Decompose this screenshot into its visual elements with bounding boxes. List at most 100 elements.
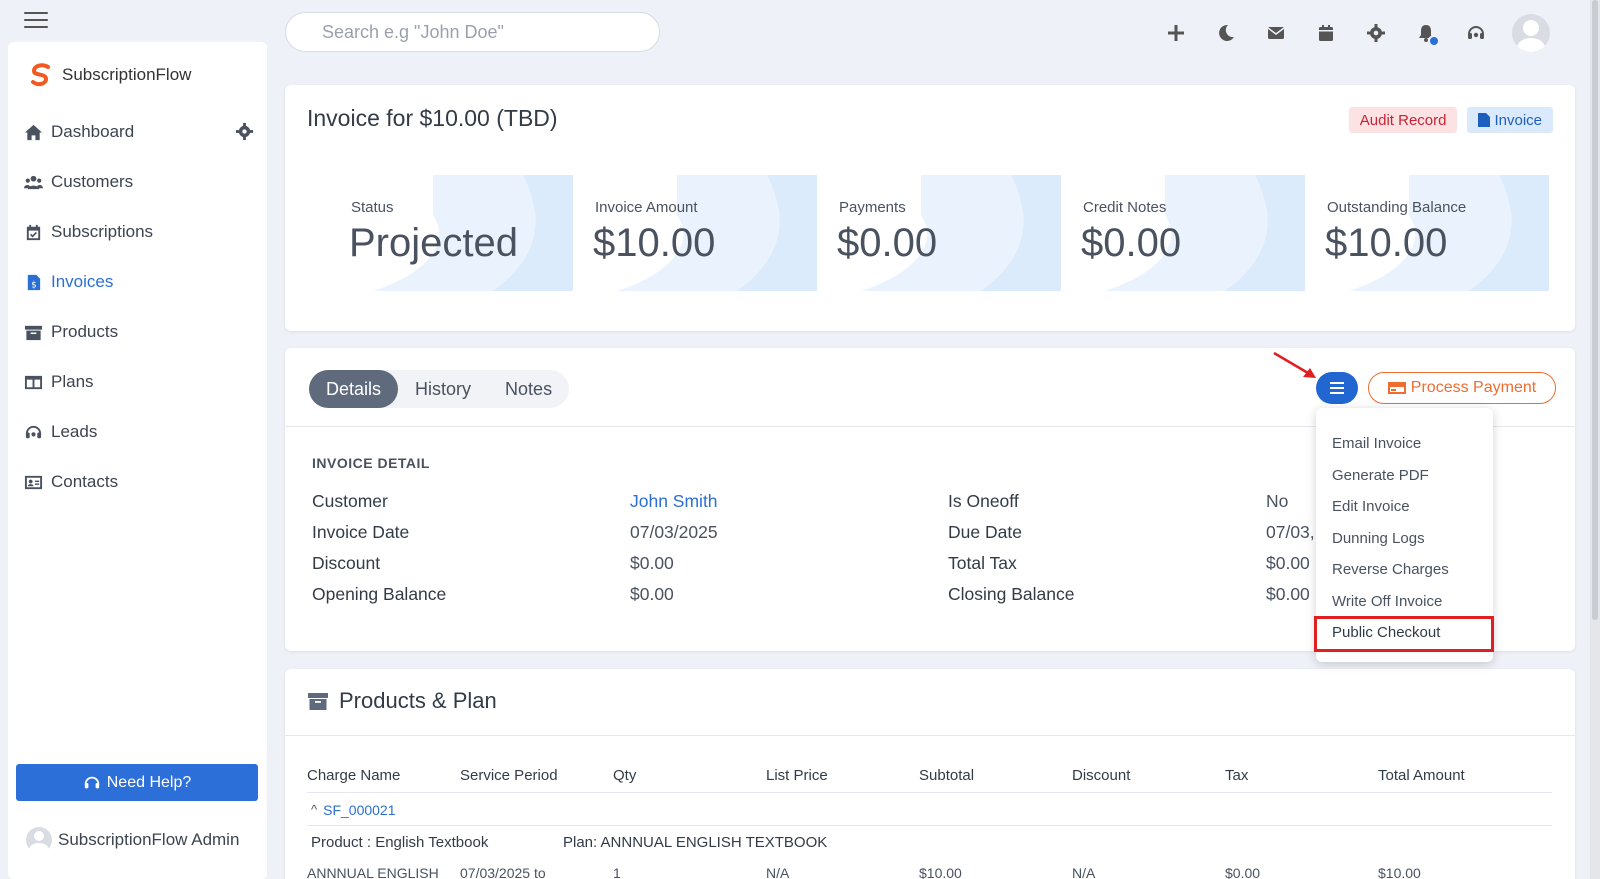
menu-item-generate-pdf[interactable]: Generate PDF	[1332, 466, 1429, 484]
admin-profile[interactable]: SubscriptionFlow Admin	[26, 827, 239, 853]
stat-credit-notes: Credit Notes $0.00	[1061, 175, 1305, 291]
sidebar-item-invoices[interactable]: $ Invoices	[24, 257, 254, 307]
detail-key: Opening Balance	[312, 584, 447, 604]
search-box[interactable]	[285, 12, 660, 52]
stat-label: Status	[351, 199, 394, 216]
need-help-button[interactable]: Need Help?	[16, 764, 258, 801]
detail-key: Closing Balance	[948, 584, 1075, 604]
menu-item-write-off-invoice[interactable]: Write Off Invoice	[1332, 592, 1443, 610]
sidebar-item-label: Subscriptions	[51, 222, 154, 241]
detail-key: Invoice Date	[312, 522, 410, 542]
subscription-row[interactable]: ^ SF_000021	[307, 794, 1552, 826]
envelope-icon[interactable]	[1258, 15, 1294, 51]
admin-name: SubscriptionFlow Admin	[58, 830, 240, 849]
stats-row: Status Projected Invoice Amount $10.00 P…	[329, 175, 1549, 291]
search-input[interactable]	[286, 13, 659, 51]
table-header: Charge Name Service Period Qty List Pric…	[307, 759, 1552, 793]
sidebar-item-plans[interactable]: Plans	[24, 357, 254, 407]
process-payment-button[interactable]: Process Payment	[1368, 372, 1556, 404]
gear-icon[interactable]	[1358, 15, 1394, 51]
detail-row: Invoice Date 07/03/2025 Due Date 07/03,	[312, 517, 1386, 548]
stat-label: Invoice Amount	[595, 199, 698, 216]
stat-status: Status Projected	[329, 175, 573, 291]
stat-label: Credit Notes	[1083, 199, 1167, 216]
file-invoice-icon	[1478, 113, 1491, 127]
detail-tabs: Details History Notes	[309, 370, 570, 408]
admin-avatar	[26, 827, 52, 853]
detail-row: Discount $0.00 Total Tax $0.00	[312, 548, 1386, 579]
column-header: Total Amount	[1378, 767, 1465, 784]
detail-row: Customer John Smith Is Oneoff No	[312, 486, 1386, 517]
detail-key: Due Date	[948, 522, 1022, 542]
stat-value: $0.00	[1081, 221, 1182, 265]
invoice-badge[interactable]: Invoice	[1467, 107, 1553, 133]
table-cell: N/A	[766, 865, 790, 879]
detail-key: Total Tax	[948, 553, 1017, 573]
user-avatar[interactable]	[1512, 14, 1550, 52]
headset-icon	[84, 776, 99, 788]
plus-icon[interactable]	[1158, 15, 1194, 51]
invoice-summary-card: Invoice for $10.00 (TBD) Audit Record In…	[285, 85, 1575, 331]
menu-item-reverse-charges[interactable]: Reverse Charges	[1332, 561, 1449, 579]
sidebar-item-dashboard[interactable]: Dashboard	[24, 107, 254, 157]
hamburger-menu-icon[interactable]	[24, 12, 48, 28]
tab-notes[interactable]: Notes	[505, 378, 553, 399]
table-row: ANNNUAL ENGLISH 07/03/2025 to 1 N/A $10.…	[307, 865, 1552, 879]
brand[interactable]: SubscriptionFlow	[28, 62, 191, 88]
menu-item-dunning-logs[interactable]: Dunning Logs	[1332, 529, 1425, 547]
brand-name: SubscriptionFlow	[62, 65, 192, 84]
menu-item-public-checkout[interactable]: Public Checkout	[1314, 616, 1494, 652]
column-header: Service Period	[460, 767, 558, 784]
headset-icon[interactable]	[1458, 15, 1494, 51]
table-cell: 07/03/2025 to	[460, 865, 546, 879]
top-toolbar	[1144, 14, 1550, 52]
sidebar: SubscriptionFlow Dashboard Customers Sub…	[8, 42, 267, 879]
stat-value: $10.00	[593, 221, 716, 265]
sidebar-item-leads[interactable]: Leads	[24, 407, 254, 457]
detail-value: $0.00	[1266, 584, 1310, 604]
column-header: Subtotal	[919, 767, 975, 784]
invoice-detail-grid: Customer John Smith Is Oneoff No Invoice…	[312, 486, 1386, 610]
dashboard-settings-gear-icon[interactable]	[235, 122, 254, 141]
audit-record-badge[interactable]: Audit Record	[1348, 107, 1458, 133]
users-icon	[24, 175, 43, 189]
table-cell: 1	[613, 865, 621, 879]
calendar-check-icon	[26, 224, 41, 240]
bell-icon[interactable]	[1408, 15, 1444, 51]
actions-menu-button[interactable]	[1316, 372, 1358, 404]
column-header: Charge Name	[307, 767, 401, 784]
svg-text:$: $	[31, 280, 36, 290]
menu-item-edit-invoice[interactable]: Edit Invoice	[1332, 498, 1410, 516]
chevron-up-icon[interactable]: ^	[311, 802, 318, 817]
scrollbar-thumb[interactable]	[1592, 0, 1598, 620]
page-scrollbar[interactable]	[1590, 0, 1600, 879]
contact-card-icon	[24, 475, 43, 489]
menu-item-email-invoice[interactable]: Email Invoice	[1332, 435, 1422, 453]
moon-icon[interactable]	[1208, 15, 1244, 51]
divider	[285, 426, 1575, 427]
section-title: INVOICE DETAIL	[312, 455, 430, 471]
calendar-icon[interactable]	[1308, 15, 1344, 51]
invoice-badge-label: Invoice	[1494, 111, 1542, 129]
headset-icon	[25, 425, 42, 438]
subscriptionflow-logo-icon	[31, 63, 50, 87]
sidebar-item-customers[interactable]: Customers	[24, 157, 254, 207]
sidebar-item-contacts[interactable]: Contacts	[24, 457, 254, 507]
products-plan-label: Products & Plan	[339, 688, 497, 713]
customer-link[interactable]: John Smith	[630, 491, 718, 511]
sidebar-item-subscriptions[interactable]: Subscriptions	[24, 207, 254, 257]
detail-key: Customer	[312, 491, 388, 511]
table-cell: ANNNUAL ENGLISH	[307, 865, 439, 879]
detail-value: $0.00	[1266, 553, 1310, 573]
detail-value: $0.00	[630, 584, 674, 604]
table-cell: N/A	[1072, 865, 1096, 879]
stat-value: $10.00	[1325, 221, 1448, 265]
product-plan-row: Product : English Textbook Plan: ANNNUAL…	[311, 827, 827, 857]
detail-value: 07/03,	[1266, 522, 1315, 542]
subscription-id-link[interactable]: SF_000021	[323, 801, 396, 818]
sidebar-item-products[interactable]: Products	[24, 307, 254, 357]
sidebar-item-label: Leads	[51, 422, 98, 441]
columns-icon	[24, 375, 43, 389]
tab-details[interactable]: Details	[309, 370, 399, 408]
tab-history[interactable]: History	[415, 378, 472, 399]
